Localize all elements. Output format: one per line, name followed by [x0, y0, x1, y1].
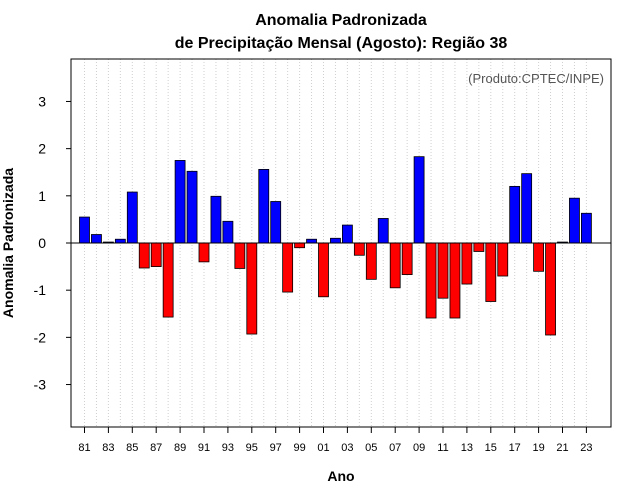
bars — [79, 156, 592, 336]
y-axis: -3 -2 -1 0 1 2 3 — [34, 93, 71, 393]
bar-1990 — [186, 170, 198, 244]
bar-1987 — [150, 242, 162, 267]
bar-1982 — [91, 234, 102, 244]
x-tick-label: 99 — [293, 442, 305, 454]
bar-2007 — [389, 242, 401, 289]
chart-subtitle: de Precipitação Mensal (Agosto): Região … — [175, 35, 508, 52]
x-tick-label: 85 — [126, 442, 138, 454]
bar-1984 — [114, 238, 126, 244]
bar-1995 — [246, 242, 258, 335]
bar-1988 — [162, 242, 174, 318]
x-tick-label: 89 — [174, 442, 186, 454]
x-tick-label: 17 — [509, 442, 521, 454]
bar-2011 — [437, 242, 449, 299]
bar-2005 — [365, 242, 377, 280]
bar-1989 — [174, 160, 186, 244]
bar-2010 — [425, 242, 437, 319]
y-tick-label: 1 — [38, 188, 46, 204]
x-tick-label: 97 — [270, 442, 282, 454]
bar-2004 — [353, 242, 365, 256]
bar-2009 — [413, 156, 425, 244]
y-tick-label: -1 — [34, 282, 47, 298]
bar-1993 — [222, 220, 234, 244]
y-tick-label: -2 — [34, 329, 47, 345]
credit-text: (Produto:CPTEC/INPE) — [468, 71, 604, 86]
x-tick-label: 03 — [341, 442, 353, 454]
bar-2000 — [306, 238, 317, 244]
bar-2022 — [569, 197, 580, 244]
x-tick-label: 91 — [198, 442, 210, 454]
x-tick-label: 81 — [78, 442, 90, 454]
bar-2017 — [509, 185, 521, 244]
x-tick-label: 93 — [222, 442, 234, 454]
bar-2008 — [401, 242, 413, 276]
chart-title: Anomalia Padronizada — [255, 12, 427, 29]
x-tick-label: 19 — [532, 442, 544, 454]
x-tick-label: 87 — [150, 442, 162, 454]
bar-2023 — [581, 212, 592, 244]
x-axis: 81 83 85 87 89 91 93 95 97 99 01 03 05 07 09 11 13 15 17 19… — [78, 427, 593, 454]
x-tick-label: 09 — [413, 442, 425, 454]
bar-1996 — [258, 168, 270, 244]
y-tick-label: 2 — [38, 141, 46, 157]
y-tick-label: -3 — [34, 377, 47, 393]
bar-1994 — [234, 242, 246, 269]
x-tick-label: 21 — [556, 442, 568, 454]
x-tick-label: 11 — [437, 442, 448, 454]
bar-2006 — [377, 218, 389, 244]
bar-1986 — [138, 242, 150, 269]
x-tick-label: 15 — [485, 442, 497, 454]
x-tick-label: 95 — [246, 442, 258, 454]
bar-2001 — [318, 242, 329, 298]
bar-2013 — [461, 242, 473, 285]
bar-1985 — [126, 191, 138, 244]
x-tick-label: 13 — [461, 442, 473, 454]
x-tick-label: 01 — [317, 442, 329, 454]
bar-2003 — [341, 224, 353, 244]
bar-1981 — [79, 216, 90, 244]
bar-1992 — [210, 195, 222, 244]
x-tick-label: 05 — [365, 442, 377, 454]
bar-2018 — [521, 173, 533, 244]
y-tick-label: 0 — [38, 235, 46, 251]
bar-2019 — [533, 242, 544, 272]
x-tick-label: 07 — [389, 442, 401, 454]
x-axis-label: Ano — [327, 468, 354, 484]
bar-2020 — [545, 242, 556, 336]
y-axis-label: Anomalia Padronizada — [0, 168, 16, 318]
bar-2016 — [497, 242, 509, 277]
bar-2015 — [485, 242, 497, 302]
x-tick-label: 83 — [102, 442, 114, 454]
bar-2014 — [473, 242, 485, 252]
x-tick-label: 23 — [580, 442, 592, 454]
y-tick-label: 3 — [38, 93, 46, 109]
bar-2012 — [449, 242, 461, 319]
bar-1998 — [282, 242, 294, 293]
bar-1999 — [294, 242, 306, 249]
bar-1997 — [270, 201, 282, 244]
bar-2002 — [330, 237, 341, 244]
bar-1991 — [198, 242, 210, 263]
